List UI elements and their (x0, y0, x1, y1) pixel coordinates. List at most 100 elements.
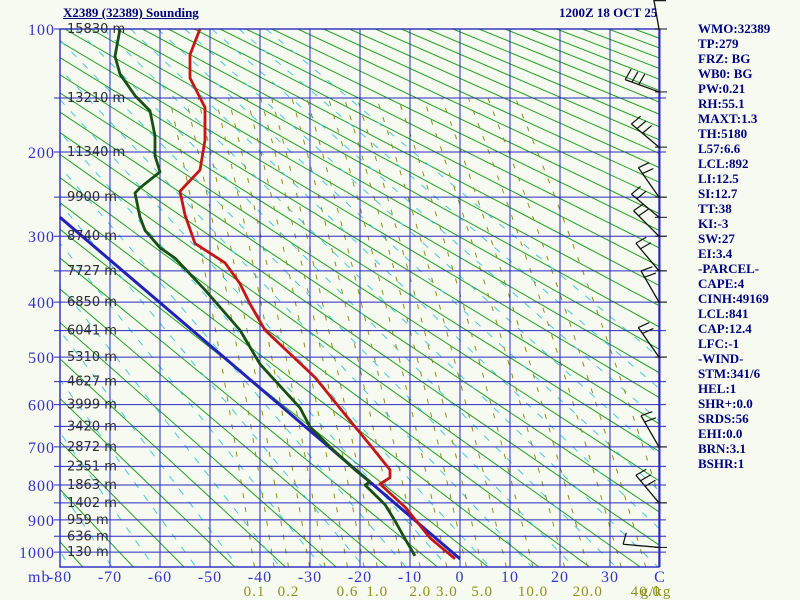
moist-adiabat-line (60, 330, 239, 567)
stat-line: -PARCEL- (698, 261, 760, 276)
grid (54, 28, 666, 568)
stat-line: EI:3.4 (698, 246, 733, 261)
wind-barb (637, 162, 667, 198)
stat-line: CAPE:4 (698, 276, 745, 291)
height-label: 7727 m (67, 264, 117, 279)
dry-adiabat-line (60, 321, 337, 567)
height-label: 15830 m (67, 22, 125, 37)
moist-adiabat-line (130, 29, 659, 529)
dry-adiabat-line (297, 29, 659, 199)
temp-tick-label: -30 (298, 569, 322, 586)
dry-adiabat-line (60, 131, 659, 546)
dry-adiabat-line (349, 29, 659, 168)
temp-tick-label: -80 (48, 569, 72, 586)
temp-tick-label: 30 (601, 569, 619, 586)
dry-adiabat-line (60, 288, 388, 567)
dry-adiabat-line (375, 29, 659, 154)
height-label: 2351 m (67, 459, 117, 474)
stat-line: SW:27 (698, 231, 735, 246)
dry-adiabat-line (60, 111, 659, 513)
stat-line: PW:0.21 (698, 81, 746, 96)
dry-adiabat-line (60, 228, 489, 567)
height-label: 2872 m (67, 440, 117, 455)
pressure-tick-label: 900 (28, 513, 55, 530)
stat-line: CINH:49169 (698, 291, 769, 306)
parcel-line (59, 216, 461, 560)
temp-tick-label: -50 (198, 569, 222, 586)
moist-adiabat-line (157, 29, 659, 492)
mixing-ratio-label: 20.0 (573, 584, 603, 600)
stat-line: FRZ: BG (698, 51, 751, 66)
dry-adiabat-line (116, 29, 659, 328)
pressure-tick-label: 100 (28, 22, 55, 39)
dewpoint-curve (113, 28, 417, 557)
height-label: 5310 m (67, 350, 117, 365)
mixing-ratio-label: 0.6 (337, 584, 359, 600)
temp-tick-label: 0 (456, 569, 465, 586)
stat-line: TH:5180 (698, 126, 748, 141)
mixing-ratio-label: 2.0 (409, 584, 431, 600)
valid-time-label: 1200Z 18 OCT 25 (559, 5, 658, 20)
moist-adiabat-line (60, 431, 155, 567)
height-label: 4627 m (67, 375, 117, 390)
height-label: 11340 m (67, 145, 125, 160)
moist-adiabat-line (60, 39, 575, 567)
wind-barb (637, 321, 667, 358)
stat-line: EHI:0.0 (698, 426, 743, 441)
stat-line: CAP:12.4 (698, 321, 752, 336)
stat-line: BSHR:1 (698, 456, 745, 471)
moist-adiabat-line (265, 29, 659, 358)
dry-adiabat-line (60, 40, 659, 398)
stat-line: LI:12.5 (698, 171, 739, 186)
pressure-tick-label: 600 (28, 398, 55, 415)
height-label: 6041 m (67, 324, 117, 339)
height-label: 959 m (67, 513, 109, 528)
wind-barb (631, 185, 667, 218)
stats-panel: WMO:32389 TP:279 FRZ: BG WB0: BG PW:0.21 RH:5… (698, 21, 798, 471)
stat-line: KI:-3 (698, 216, 729, 231)
pressure-tick-label: 400 (28, 295, 55, 312)
stat-line: WMO:32389 (698, 21, 771, 36)
stat-line: WB0: BG (698, 66, 753, 81)
height-label: 8740 m (67, 229, 117, 244)
pressure-tick-label: 500 (28, 350, 55, 367)
dry-adiabat-line (60, 441, 185, 567)
plot-border (59, 28, 660, 568)
dry-adiabat-line (60, 92, 659, 482)
mixing-ratio-label: 3.0 (436, 584, 458, 600)
mixing-ratio-label: 1.0 (366, 584, 388, 600)
mixing-ratio-label: 0.1 (244, 584, 266, 600)
temp-tick-label: -20 (348, 569, 372, 586)
moist-adiabat-line (103, 29, 659, 567)
dry-adiabat-line (193, 29, 659, 267)
stat-line: TT:38 (698, 201, 732, 216)
dry-adiabat-line (60, 201, 540, 567)
stat-line: SHR+:0.0 (698, 396, 753, 411)
dry-adiabat-line (245, 29, 659, 231)
moist-adiabat-line (60, 68, 533, 567)
dry-adiabat-line (426, 29, 659, 128)
moist-adiabat-line (60, 242, 323, 567)
stat-line: SRDS:56 (698, 411, 749, 426)
wind-barb (622, 532, 667, 549)
stat-line: SI:12.7 (698, 186, 738, 201)
wind-barb (635, 468, 667, 504)
height-label: 3999 m (67, 398, 117, 413)
height-label: 130 m (67, 545, 109, 560)
pressure-unit-label: mb (28, 569, 50, 586)
temp-tick-label: 20 (551, 569, 569, 586)
height-label: 6850 m (67, 295, 117, 310)
mixing-ratio-label: 40.0 (631, 584, 661, 600)
stat-line: LFC:-1 (698, 336, 740, 351)
dry-adiabat-line (60, 74, 659, 452)
mixing-unit-label: g/kg (641, 584, 672, 600)
dry-adiabat-line (60, 358, 286, 567)
wind-barb (631, 115, 667, 148)
dry-adiabat-lines (60, 29, 659, 567)
temp-tick-label: 10 (501, 569, 519, 586)
temperature-curve (178, 28, 456, 560)
